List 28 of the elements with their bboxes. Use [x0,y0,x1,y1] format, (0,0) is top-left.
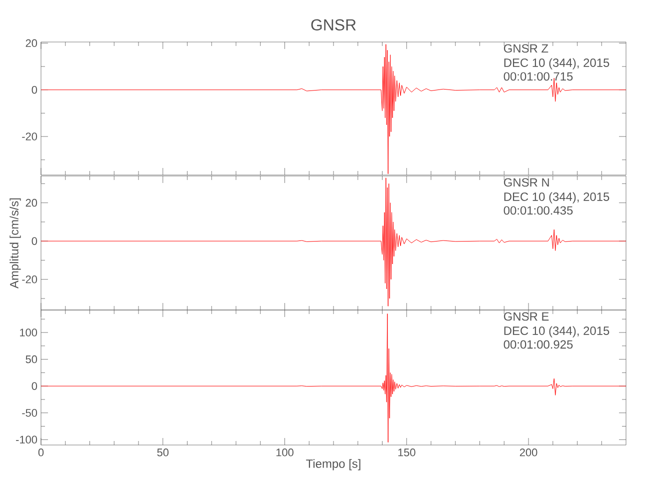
annotation: GNSR E [504,312,549,321]
y-tick-label: 20 [26,198,38,207]
annotation: 00:01:00.715 [504,72,573,81]
y-tick-label: -20 [22,132,38,140]
annotation: DEC 10 (344), 2015 [504,58,610,70]
y-tick-label: -50 [22,408,38,417]
x-tick-label: 100 [276,448,294,456]
y-tick-label: -100 [16,436,38,444]
y-tick-label: 0 [32,86,38,94]
annotation: DEC 10 (344), 2015 [504,326,610,338]
annotation: 00:01:00.435 [504,206,573,215]
chart-title: GNSR [311,19,356,30]
x-tick-label: 50 [157,448,169,456]
x-tick-label: 0 [38,448,44,456]
y-tick-label: 0 [32,237,38,245]
y-tick-label: 100 [20,328,38,336]
x-tick-label: 150 [398,448,416,456]
annotation: 00:01:00.925 [504,340,573,349]
x-axis-title: Tiempo [s] [306,459,360,470]
x-tick-label: 200 [520,448,538,456]
y-axis-title: Amplitud [cm/s/s] [10,198,21,288]
y-tick-label: 20 [26,39,38,48]
annotation: GNSR Z [504,44,548,53]
y-tick-label: -20 [22,276,38,284]
y-tick-label: 50 [26,355,38,364]
annotation: GNSR N [504,178,549,187]
y-tick-label: 0 [32,382,38,390]
annotation: DEC 10 (344), 2015 [504,192,610,204]
